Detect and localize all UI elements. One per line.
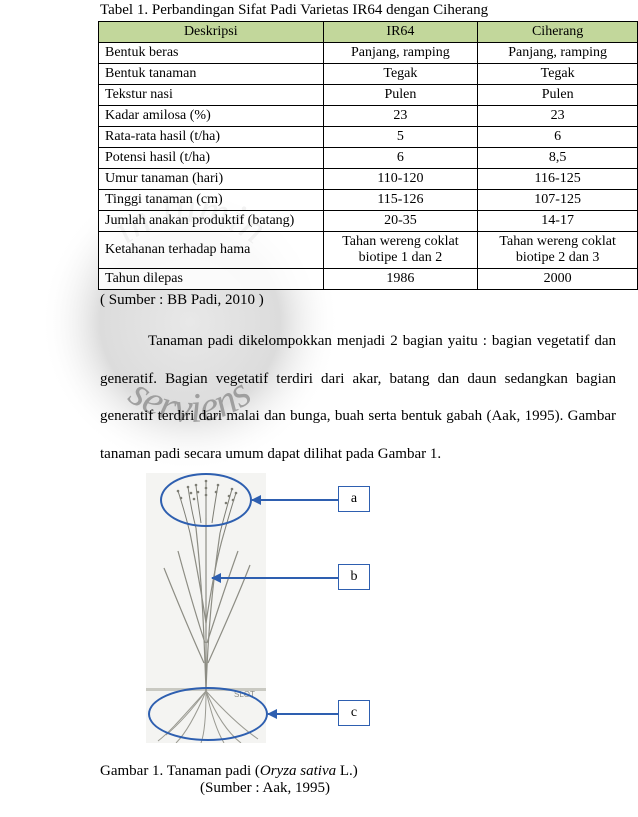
table-cell: Tahan wereng coklat biotipe 2 dan 3 (478, 232, 638, 269)
table-cell: Panjang, ramping (478, 43, 638, 64)
table-cell: 116-125 (478, 169, 638, 190)
table-cell: Kadar amilosa (%) (99, 106, 324, 127)
table-cell: Rata-rata hasil (t/ha) (99, 127, 324, 148)
label-box-b: b (338, 564, 370, 590)
table-cell: Tahun dilepas (99, 269, 324, 290)
table-cell: 14-17 (478, 211, 638, 232)
table-cell: 6 (323, 148, 478, 169)
table-cell: Jumlah anakan produktif (batang) (99, 211, 324, 232)
table-row: Bentuk tanamanTegakTegak (99, 64, 638, 85)
table-cell: Tahan wereng coklat biotipe 1 dan 2 (323, 232, 478, 269)
table-cell: 107-125 (478, 190, 638, 211)
table-cell: 6 (478, 127, 638, 148)
table-header: Ciherang (478, 22, 638, 43)
table-cell: Ketahanan terhadap hama (99, 232, 324, 269)
table-header-row: Deskripsi IR64 Ciherang (99, 22, 638, 43)
table-row: Tekstur nasiPulenPulen (99, 85, 638, 106)
table-row: Jumlah anakan produktif (batang)20-3514-… (99, 211, 638, 232)
arrow-a (252, 499, 338, 501)
table-cell: 110-120 (323, 169, 478, 190)
label-box-a: a (338, 486, 370, 512)
figure-caption: Gambar 1. Tanaman padi (Oryza sativa L.) (100, 763, 628, 780)
ellipse-a (160, 473, 252, 527)
arrow-c (268, 713, 338, 715)
table-caption: Tabel 1. Perbandingan Sifat Padi Varieta… (100, 2, 628, 19)
table-cell: Panjang, ramping (323, 43, 478, 64)
table-cell: 2000 (478, 269, 638, 290)
comparison-table: Deskripsi IR64 Ciherang Bentuk berasPanj… (98, 21, 638, 290)
table-header: IR64 (323, 22, 478, 43)
table-row: Ketahanan terhadap hamaTahan wereng cokl… (99, 232, 638, 269)
figure-source: (Sumber : Aak, 1995) (200, 780, 628, 797)
table-cell: 5 (323, 127, 478, 148)
table-cell: 20-35 (323, 211, 478, 232)
table-source: ( Sumber : BB Padi, 2010 ) (100, 292, 628, 309)
table-row: Kadar amilosa (%)2323 (99, 106, 638, 127)
body-paragraph: Tanaman padi dikelompokkan menjadi 2 bag… (100, 323, 616, 473)
table-cell: 23 (478, 106, 638, 127)
table-cell: Potensi hasil (t/ha) (99, 148, 324, 169)
table-cell: Pulen (478, 85, 638, 106)
table-cell: Tekstur nasi (99, 85, 324, 106)
table-cell: Bentuk tanaman (99, 64, 324, 85)
table-cell: Tinggi tanaman (cm) (99, 190, 324, 211)
table-cell: 23 (323, 106, 478, 127)
figure-caption-italic: Oryza sativa (260, 763, 336, 779)
table-row: Potensi hasil (t/ha)68,5 (99, 148, 638, 169)
table-cell: Bentuk beras (99, 43, 324, 64)
table-cell: 1986 (323, 269, 478, 290)
table-row: Bentuk berasPanjang, rampingPanjang, ram… (99, 43, 638, 64)
figure-plant: SLOT (100, 473, 638, 761)
table-cell: 115-126 (323, 190, 478, 211)
table-cell: Pulen (323, 85, 478, 106)
arrow-b (212, 577, 338, 579)
table-cell: Tegak (323, 64, 478, 85)
table-cell: Umur tanaman (hari) (99, 169, 324, 190)
label-box-c: c (338, 700, 370, 726)
table-row: Tahun dilepas19862000 (99, 269, 638, 290)
ellipse-c (148, 687, 268, 741)
table-header: Deskripsi (99, 22, 324, 43)
table-cell: 8,5 (478, 148, 638, 169)
table-row: Rata-rata hasil (t/ha)56 (99, 127, 638, 148)
table-row: Tinggi tanaman (cm)115-126107-125 (99, 190, 638, 211)
table-cell: Tegak (478, 64, 638, 85)
table-row: Umur tanaman (hari)110-120116-125 (99, 169, 638, 190)
